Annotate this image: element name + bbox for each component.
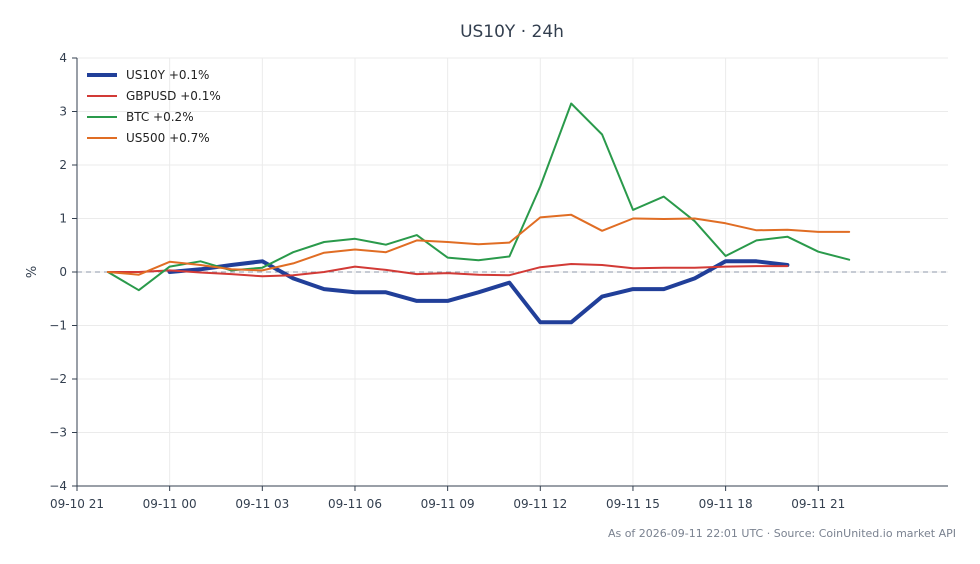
x-tick-label: 09-11 06 <box>328 497 382 511</box>
y-axis-label: % <box>25 266 40 278</box>
legend-label: GBPUSD +0.1% <box>126 89 221 103</box>
y-tick-label: 1 <box>59 212 67 226</box>
x-tick-label: 09-11 03 <box>235 497 289 511</box>
legend-label: BTC +0.2% <box>126 110 194 124</box>
y-tick-label: −2 <box>49 372 67 386</box>
y-tick-label: −4 <box>49 479 67 493</box>
y-tick-label: 4 <box>59 51 67 65</box>
x-tick-label: 09-11 18 <box>699 497 753 511</box>
x-tick-label: 09-10 21 <box>50 497 104 511</box>
y-tick-label: −3 <box>49 426 67 440</box>
x-tick-label: 09-11 00 <box>143 497 197 511</box>
y-tick-label: −1 <box>49 319 67 333</box>
y-tick-label: 2 <box>59 158 67 172</box>
chart-title: US10Y · 24h <box>460 22 564 42</box>
y-tick-label: 0 <box>59 265 67 279</box>
legend: US10Y +0.1% GBPUSD +0.1% BTC +0.2% US500 +0… <box>87 68 221 145</box>
series-line-us10y <box>167 259 790 325</box>
x-tick-label: 09-11 09 <box>421 497 475 511</box>
legend-label: US500 +0.7% <box>126 131 210 145</box>
legend-label: US10Y +0.1% <box>126 68 209 82</box>
series-line-btc <box>106 102 851 292</box>
y-tick-label: 3 <box>59 105 67 119</box>
y-tick-labels: 4 3 2 1 0 −1 −2 −3 −4 <box>49 51 77 493</box>
series-lines <box>106 102 851 325</box>
series-line-us500 <box>106 213 851 276</box>
x-tick-label: 09-11 21 <box>791 497 845 511</box>
x-tick-label: 09-11 12 <box>513 497 567 511</box>
x-tick-label: 09-11 15 <box>606 497 660 511</box>
source-footer: As of 2026-09-11 22:01 UTC · Source: Coi… <box>608 527 956 540</box>
x-tick-labels: 09-10 21 09-11 00 09-11 03 09-11 06 09-11 09… <box>50 486 845 511</box>
series-line-gbpusd <box>106 263 789 278</box>
